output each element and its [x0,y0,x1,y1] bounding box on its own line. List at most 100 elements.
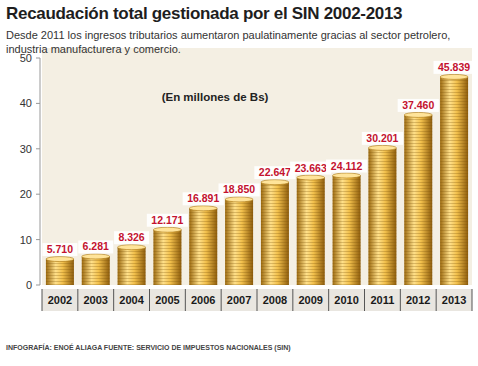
bar [261,182,289,285]
y-tick [36,103,40,104]
bar-texture [118,247,146,285]
y-tick [36,58,40,59]
category-band [42,289,472,311]
bar-texture [153,230,181,285]
x-tick-label: 2011 [370,294,394,306]
y-tick [36,148,40,149]
category-divider [257,289,258,311]
y-tick-label: 40 [20,97,32,109]
bar [225,199,253,285]
data-label: 37.460 [402,99,434,111]
bars [46,74,468,285]
bar-texture [404,115,432,285]
x-tick-label: 2006 [191,294,215,306]
x-tick-label: 2004 [119,294,144,306]
bar-texture [368,148,396,285]
bar-cap [118,245,146,250]
plot-background [42,48,472,285]
x-tick-label: 2007 [227,294,251,306]
bar-cap [82,254,110,259]
bar-cap [225,197,253,202]
data-label-bg [114,231,149,244]
data-label-bg [147,214,188,227]
data-label-bg [254,166,295,179]
data-label: 45.839 [438,61,470,73]
data-label: 22.647 [259,166,291,178]
bar-cap [261,180,289,185]
bar-texture [261,182,289,285]
data-label: 16.891 [187,192,219,204]
category-divider [400,289,401,311]
data-label: 12.171 [151,214,183,226]
bar-texture [297,178,325,285]
x-tick-label: 2008 [263,294,287,306]
bar-cap [189,206,217,211]
bar-texture [189,208,217,285]
bar-texture [82,256,110,285]
data-label-bg [433,61,474,74]
category-divider [472,289,473,311]
data-label: 24.112 [331,160,363,172]
y-axis-line [40,58,41,285]
data-label-bg [218,183,259,196]
bar [440,77,468,285]
data-label: 5.710 [47,243,73,255]
bar-cap [153,227,181,232]
category-divider [77,289,78,311]
x-tick-label: 2002 [48,294,72,306]
category-divider [42,289,43,311]
data-label: 30.201 [366,132,398,144]
bar [333,176,361,285]
data-label-bg [290,162,331,175]
bar [368,148,396,285]
y-tick [36,239,40,240]
category-divider [113,289,114,311]
bar [118,247,146,285]
data-label: 6.281 [83,240,109,252]
y-tick-label: 0 [26,279,32,291]
data-label-bg [78,240,113,253]
title: Recaudación total gestionada por el SIN … [6,4,402,24]
x-tick-label: 2012 [406,294,430,306]
bar-cap [333,173,361,178]
bar-cap [297,175,325,180]
bar-texture [440,77,468,285]
source: INFOGRAFÍA: ENOÉ ALIAGA FUENTE: SERVICIO… [6,344,291,351]
y-axis-label: (En millones de Bs) [162,91,269,103]
y-tick [36,194,40,195]
data-label-bg [326,160,367,173]
category-divider [221,289,222,311]
x-tick-label: 2013 [442,294,466,306]
data-label-bg [398,99,439,112]
bar-cap [368,145,396,150]
y-tick [36,285,40,286]
x-tick-label: 2009 [299,294,323,306]
data-label-bg [362,132,403,145]
subtitle: Desde 2011 los ingresos tributarios aume… [6,28,472,56]
y-tick-label: 10 [20,234,32,246]
category-divider [436,289,437,311]
bar-texture [225,199,253,285]
data-label: 8.326 [118,231,144,243]
chart-root: 01020304050(En millones de Bs)2002200320… [0,0,478,366]
data-label-bg [42,243,77,256]
x-tick-label: 2005 [155,294,179,306]
bar-cap [440,74,468,79]
data-label-bg [183,192,224,205]
data-label: 18.850 [223,183,255,195]
bar-texture [333,176,361,285]
category-divider [149,289,150,311]
bar [46,259,74,285]
bar-cap [404,112,432,117]
y-tick-label: 20 [20,188,32,200]
bar-cap [46,257,74,262]
category-divider [328,289,329,311]
category-divider [185,289,186,311]
bar [153,230,181,285]
bar [297,178,325,285]
category-divider [364,289,365,311]
x-tick-label: 2003 [84,294,108,306]
category-divider [292,289,293,311]
bar [189,208,217,285]
x-tick-label: 2010 [334,294,358,306]
